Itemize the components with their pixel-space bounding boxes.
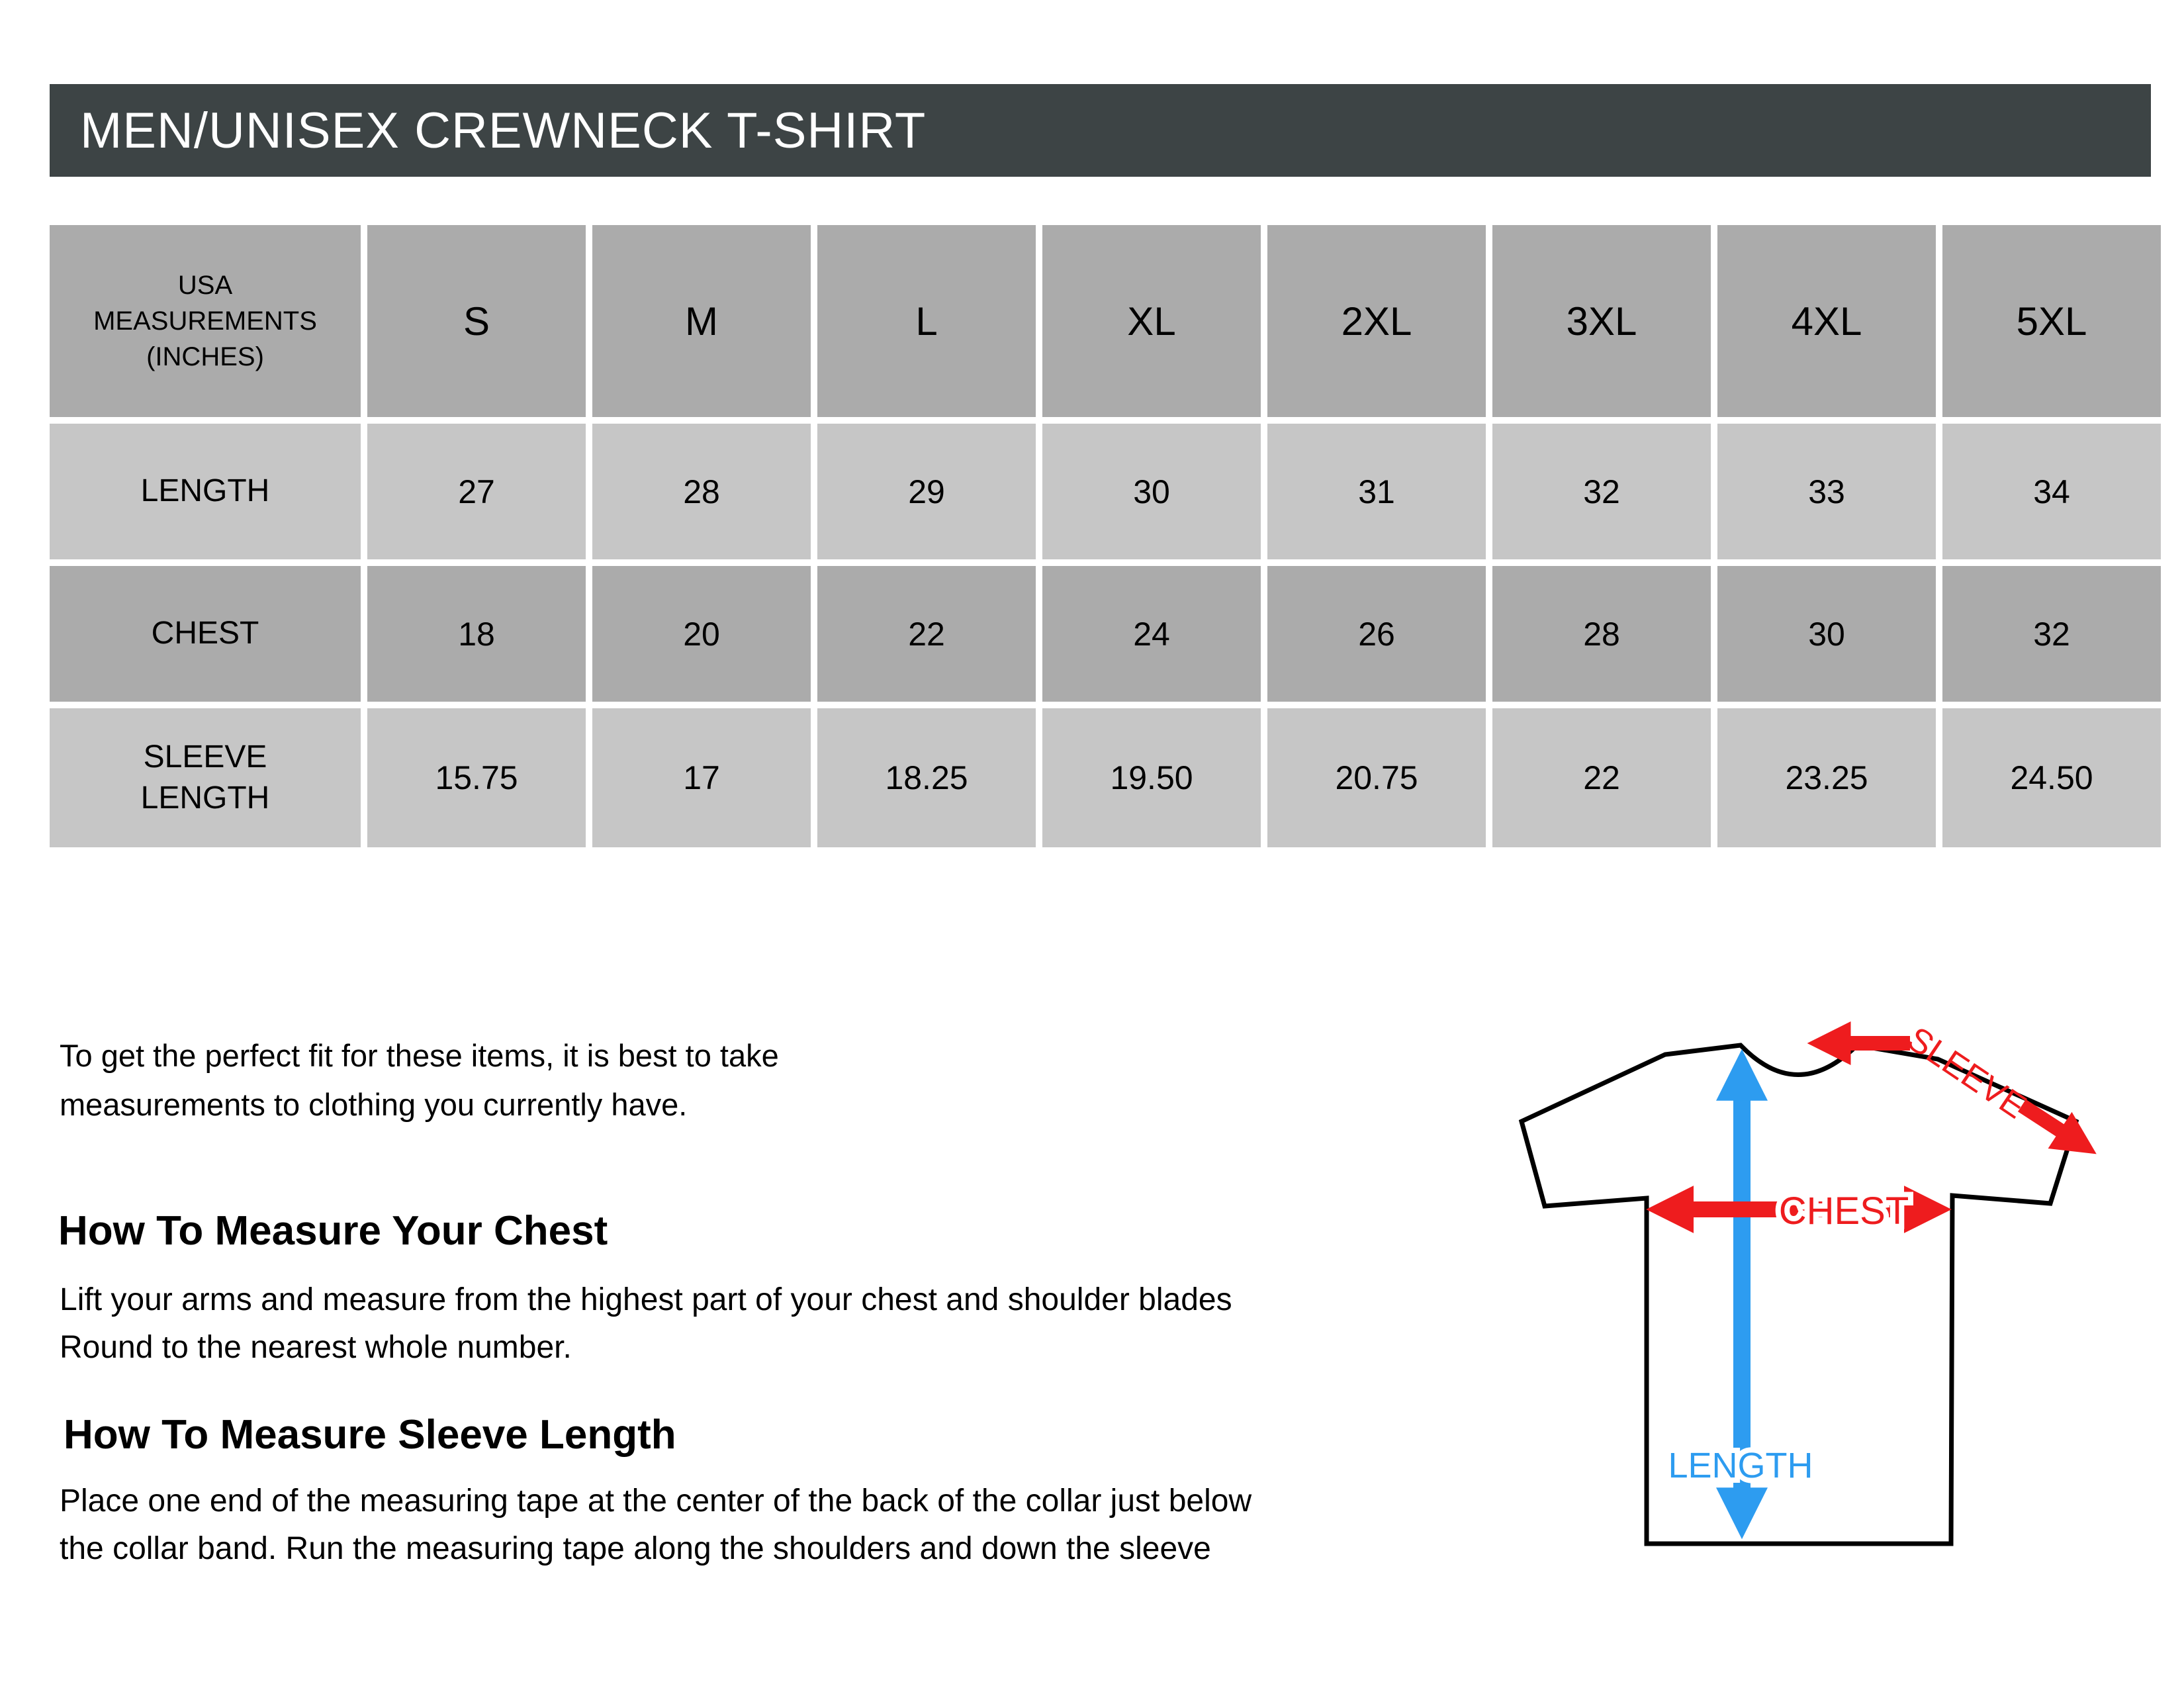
table-cell: 32 — [1492, 424, 1711, 559]
table-cell: 18 — [367, 566, 586, 702]
table-cell: 17 — [592, 708, 811, 847]
size-column-header-m: M — [592, 225, 811, 417]
table-cell: 15.75 — [367, 708, 586, 847]
title-bar: MEN/UNISEX CREWNECK T-SHIRT — [50, 84, 2151, 177]
table-row-label-chest: CHEST — [50, 566, 361, 702]
body-line: Lift your arms and measure from the high… — [60, 1282, 1232, 1317]
size-column-header-5xl: 5XL — [1942, 225, 2161, 417]
body-line: Place one end of the measuring tape at t… — [60, 1483, 1252, 1519]
table-cell: 22 — [1492, 708, 1711, 847]
table-cell: 33 — [1717, 424, 1936, 559]
table-cell: 28 — [1492, 566, 1711, 702]
shirt-diagram: LENGTH CHEST SLEEVE — [1518, 1019, 2097, 1546]
body-line: the collar band. Run the measuring tape … — [60, 1531, 1211, 1566]
table-cell: 30 — [1042, 424, 1261, 559]
size-column-header-2xl: 2XL — [1267, 225, 1486, 417]
section-heading-sleeve: How To Measure Sleeve Length — [64, 1412, 676, 1458]
body-line: Round to the nearest whole number. — [60, 1330, 572, 1365]
table-cell: 26 — [1267, 566, 1486, 702]
table-cell: 24.50 — [1942, 708, 2161, 847]
section-body-chest: Lift your arms and measure from the high… — [60, 1276, 1232, 1372]
table-cell: 29 — [817, 424, 1036, 559]
table-cell: 18.25 — [817, 708, 1036, 847]
sleeve-arrow-diagonal — [2017, 1099, 2097, 1154]
table-cell: 24 — [1042, 566, 1261, 702]
table-cell: 32 — [1942, 566, 2161, 702]
size-column-header-xl: XL — [1042, 225, 1261, 417]
table-row-label-length: LENGTH — [50, 424, 361, 559]
table-cell: 34 — [1942, 424, 2161, 559]
table-cell: 28 — [592, 424, 811, 559]
table-cell: 20 — [592, 566, 811, 702]
table-cell: 27 — [367, 424, 586, 559]
table-cell: 30 — [1717, 566, 1936, 702]
table-cell: 19.50 — [1042, 708, 1261, 847]
intro-line: To get the perfect fit for these items, … — [60, 1038, 779, 1073]
section-body-sleeve: Place one end of the measuring tape at t… — [60, 1477, 1251, 1573]
size-column-header-3xl: 3XL — [1492, 225, 1711, 417]
size-column-header-l: L — [817, 225, 1036, 417]
intro-text: To get the perfect fit for these items, … — [60, 1031, 779, 1129]
table-cell: 22 — [817, 566, 1036, 702]
chest-label: CHEST — [1779, 1190, 1909, 1233]
size-chart-table: USA MEASUREMENTS (INCHES) S M L XL 2XL 3… — [50, 225, 2161, 847]
table-cell: 23.25 — [1717, 708, 1936, 847]
size-column-header-s: S — [367, 225, 586, 417]
page-title: MEN/UNISEX CREWNECK T-SHIRT — [80, 102, 927, 159]
table-row-label-sleeve-length: SLEEVE LENGTH — [50, 708, 361, 847]
section-heading-chest: How To Measure Your Chest — [58, 1208, 608, 1254]
intro-line: measurements to clothing you currently h… — [60, 1087, 688, 1122]
size-column-header-4xl: 4XL — [1717, 225, 1936, 417]
table-corner-label: USA MEASUREMENTS (INCHES) — [50, 225, 361, 417]
table-cell: 31 — [1267, 424, 1486, 559]
table-cell: 20.75 — [1267, 708, 1486, 847]
length-label: LENGTH — [1668, 1446, 1813, 1485]
